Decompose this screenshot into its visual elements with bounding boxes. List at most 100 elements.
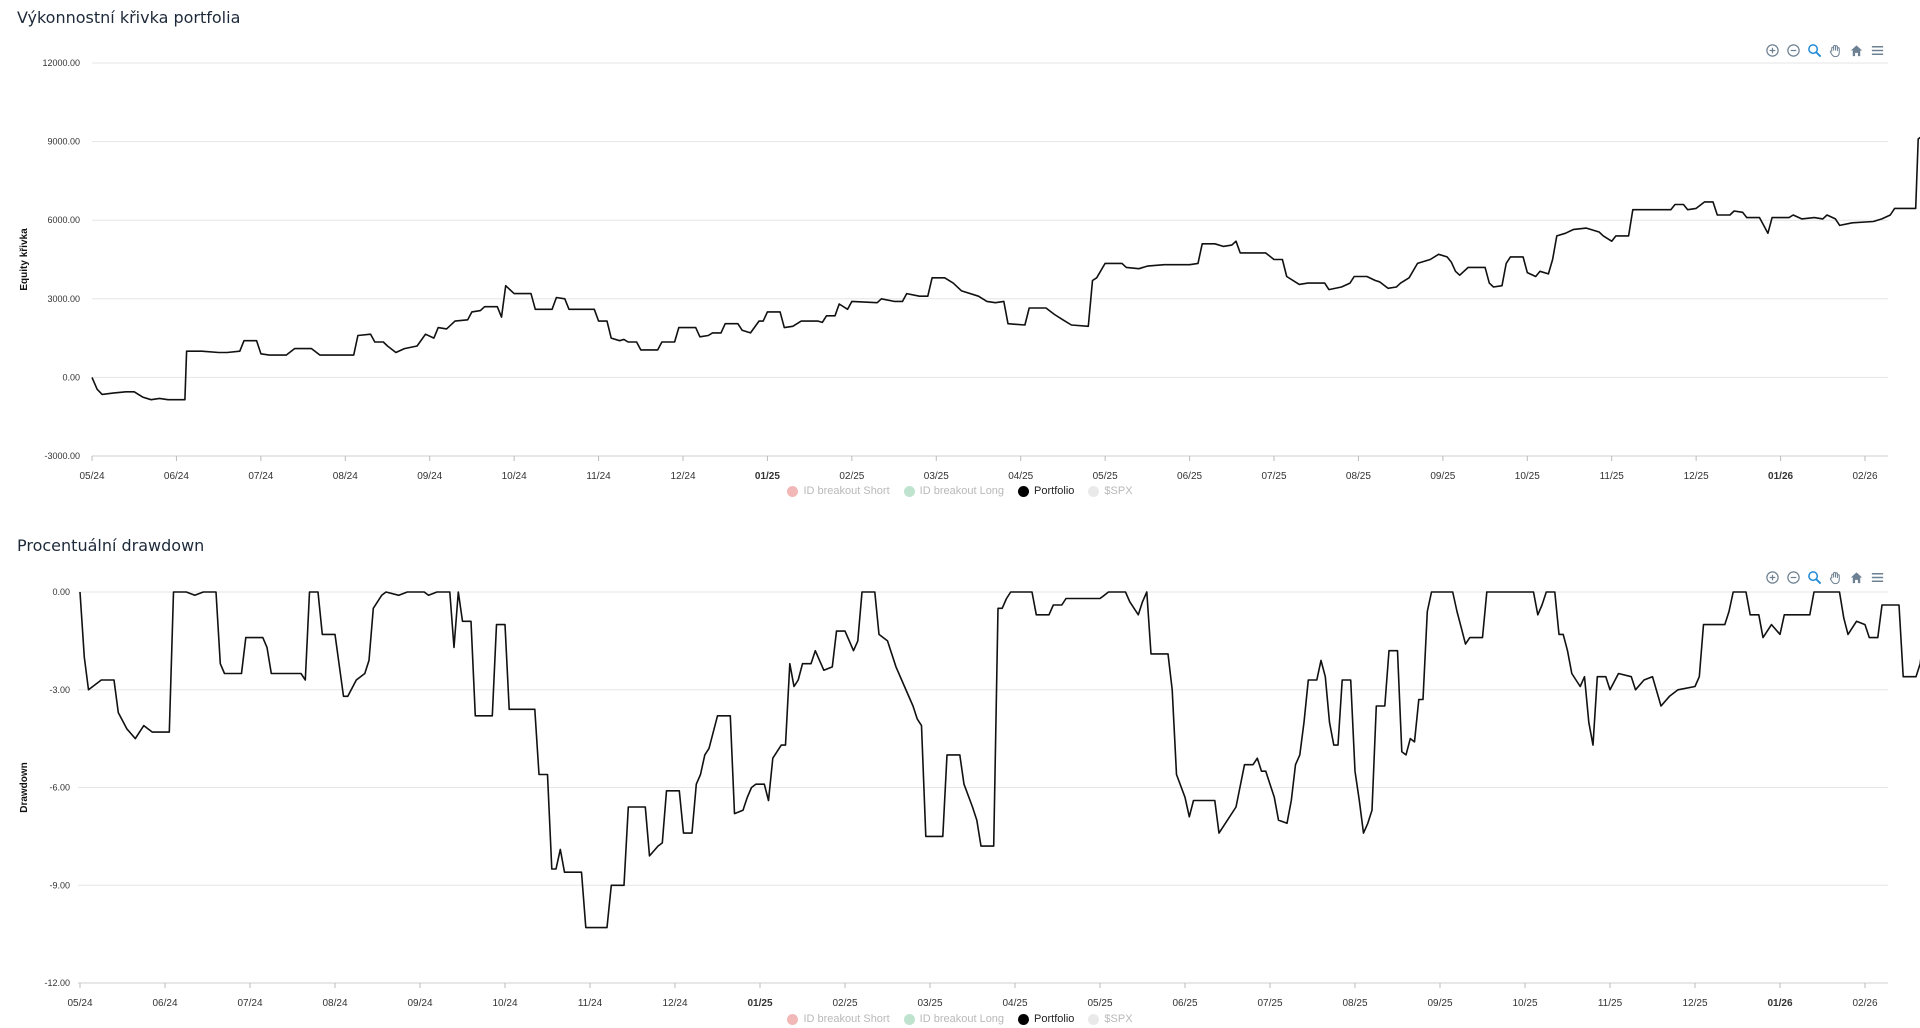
y-tick-label: 3000.00	[47, 294, 80, 304]
y-tick-label: -3.00	[49, 685, 70, 695]
x-tick-label: 09/25	[1430, 471, 1455, 482]
pan-hand-icon[interactable]	[1826, 41, 1844, 59]
legend-item[interactable]: ID breakout Short	[787, 1013, 890, 1025]
y-tick-label: 0.00	[62, 372, 80, 382]
legend-label: $SPX	[1104, 1013, 1133, 1025]
x-tick-label: 02/26	[1852, 998, 1877, 1009]
y-tick-label: 0.00	[52, 587, 70, 597]
zoom-out-icon[interactable]	[1784, 568, 1802, 586]
drawdown-chart-toolbar	[1763, 568, 1886, 586]
legend-item[interactable]: $SPX	[1088, 1013, 1133, 1025]
x-tick-label: 06/25	[1172, 998, 1197, 1009]
x-tick-label: 04/25	[1008, 471, 1033, 482]
y-tick-label: 9000.00	[47, 137, 80, 147]
x-tick-label: 10/24	[502, 471, 527, 482]
legend-marker	[1088, 485, 1100, 497]
x-tick-label: 09/25	[1427, 998, 1452, 1009]
zoom-select-icon[interactable]	[1805, 41, 1823, 59]
equity-chart-toolbar	[1763, 41, 1886, 59]
y-tick-label: -9.00	[49, 880, 70, 890]
x-tick-label: 05/24	[79, 471, 104, 482]
drawdown-chart[interactable]: 0.00 -3.00 -6.00 -9.00 -12.00 05/24 06/24 07/24…	[0, 528, 1920, 1018]
legend-item[interactable]: ID breakout Short	[787, 485, 890, 497]
x-tick-label: 01/25	[755, 471, 780, 482]
x-tick-label: 08/25	[1346, 471, 1371, 482]
x-tick-label: 12/24	[662, 998, 687, 1009]
drawdown-chart-panel: Procentuální drawdown 0.00 -3.00 -6.00 -9.0…	[0, 528, 1920, 1028]
legend-marker	[787, 485, 799, 497]
legend-marker	[903, 485, 915, 497]
legend-item[interactable]: Portfolio	[1018, 485, 1074, 497]
x-tick-label: 12/25	[1684, 471, 1709, 482]
pan-hand-icon[interactable]	[1826, 568, 1844, 586]
x-tick-label: 07/25	[1261, 471, 1286, 482]
x-tick-label: 05/25	[1087, 998, 1112, 1009]
equity-chart-legend: ID breakout Short ID breakout Long Portfol…	[0, 485, 1920, 497]
y-tick-label: 12000.00	[42, 58, 80, 68]
zoom-in-icon[interactable]	[1763, 41, 1781, 59]
x-tick-label: 07/24	[248, 471, 273, 482]
x-tick-label: 11/24	[578, 998, 603, 1009]
x-tick-label: 01/26	[1767, 998, 1792, 1009]
y-tick-label: -6.00	[49, 783, 70, 793]
series-line-portfolio[interactable]	[91, 101, 1920, 401]
legend-label: ID breakout Short	[803, 1013, 890, 1025]
series-line-portfolio[interactable]	[79, 591, 1920, 929]
x-tick-label: 10/24	[492, 998, 517, 1009]
menu-icon[interactable]	[1868, 41, 1886, 59]
x-tick-label: 06/25	[1177, 471, 1202, 482]
legend-label: Portfolio	[1034, 485, 1075, 497]
x-tick-label: 02/25	[832, 998, 857, 1009]
x-tick-label: 06/24	[164, 471, 189, 482]
x-tick-label: 05/25	[1093, 471, 1118, 482]
y-tick-label: -3000.00	[44, 451, 80, 461]
x-tick-label: 08/25	[1342, 998, 1367, 1009]
legend-marker	[787, 1013, 799, 1025]
y-axis-title: Equity křivka	[19, 228, 30, 291]
x-tick-label: 10/25	[1515, 471, 1540, 482]
equity-chart[interactable]: 12000.00 9000.00 6000.00 3000.00 0.00 -3000.0…	[0, 0, 1920, 500]
drawdown-chart-legend: ID breakout Short ID breakout Long Portfol…	[0, 1013, 1920, 1025]
y-axis-title: Drawdown	[19, 762, 30, 813]
legend-label: Portfolio	[1034, 1013, 1075, 1025]
x-tick-label: 09/24	[407, 998, 432, 1009]
legend-label: ID breakout Long	[919, 485, 1005, 497]
x-tick-label: 09/24	[417, 471, 442, 482]
drawdown-chart-title: Procentuální drawdown	[17, 536, 205, 555]
x-tick-label: 08/24	[322, 998, 347, 1009]
legend-label: ID breakout Long	[919, 1013, 1005, 1025]
legend-item[interactable]: ID breakout Long	[903, 1013, 1005, 1025]
x-tick-label: 04/25	[1002, 998, 1027, 1009]
x-tick-label: 11/25	[1600, 471, 1625, 482]
zoom-in-icon[interactable]	[1763, 568, 1781, 586]
x-tick-label: 02/25	[839, 471, 864, 482]
reset-home-icon[interactable]	[1847, 41, 1865, 59]
x-tick-label: 12/25	[1682, 998, 1707, 1009]
legend-item[interactable]: ID breakout Long	[903, 485, 1005, 497]
x-tick-label: 02/26	[1852, 471, 1877, 482]
x-tick-label: 11/24	[586, 471, 611, 482]
zoom-select-icon[interactable]	[1805, 568, 1823, 586]
y-tick-label: 6000.00	[47, 215, 80, 225]
legend-item[interactable]: $SPX	[1088, 485, 1133, 497]
x-tick-label: 08/24	[333, 471, 358, 482]
x-tick-label: 06/24	[152, 998, 177, 1009]
legend-marker	[1088, 1013, 1100, 1025]
equity-chart-title: Výkonnostní křivka portfolia	[17, 8, 241, 27]
zoom-out-icon[interactable]	[1784, 41, 1802, 59]
x-tick-label: 07/24	[237, 998, 262, 1009]
x-tick-label: 11/25	[1598, 998, 1623, 1009]
x-tick-label: 01/25	[747, 998, 772, 1009]
x-tick-label: 03/25	[924, 471, 949, 482]
x-tick-label: 03/25	[917, 998, 942, 1009]
x-tick-label: 10/25	[1512, 998, 1537, 1009]
legend-marker	[903, 1013, 915, 1025]
x-tick-label: 12/24	[670, 471, 695, 482]
reset-home-icon[interactable]	[1847, 568, 1865, 586]
legend-item[interactable]: Portfolio	[1018, 1013, 1074, 1025]
x-tick-label: 07/25	[1257, 998, 1282, 1009]
x-tick-label: 05/24	[67, 998, 92, 1009]
legend-label: $SPX	[1104, 485, 1133, 497]
legend-label: ID breakout Short	[803, 485, 890, 497]
menu-icon[interactable]	[1868, 568, 1886, 586]
